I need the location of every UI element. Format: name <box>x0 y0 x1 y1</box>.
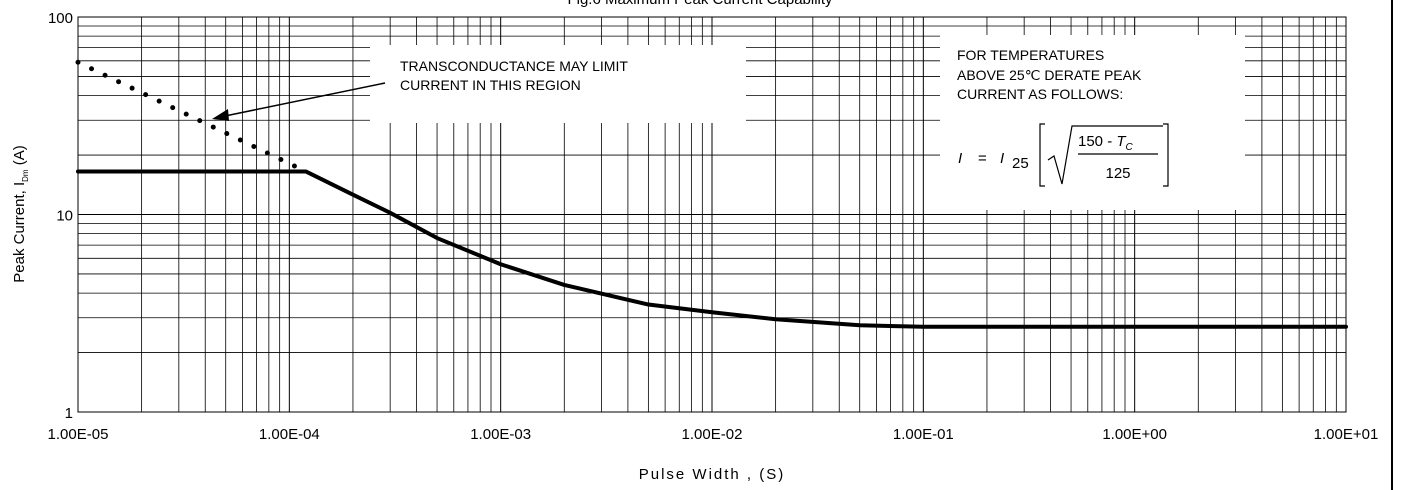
formula-bracket <box>1039 123 1169 187</box>
formula: I = I 25 150 - TC 125 <box>958 123 1169 187</box>
derate-box <box>940 35 1245 210</box>
x-tick-label: 1.00E-02 <box>682 426 743 443</box>
x-tick-label: 1.00E-03 <box>470 426 531 443</box>
annotation-arrow <box>224 82 386 117</box>
x-tick-label: 1.00E+01 <box>1314 426 1379 443</box>
x-tick-label: 1.00E+00 <box>1102 426 1167 443</box>
derate-text: ABOVE 25℃ DERATE PEAK <box>957 67 1142 83</box>
formula-num: 150 - <box>1078 133 1116 150</box>
y-label-unit: (A) <box>11 145 28 169</box>
annotation-text: TRANSCONDUCTANCE MAY LIMIT <box>400 58 628 74</box>
formula-tc-sub: C <box>1126 142 1134 153</box>
formula-text: = <box>978 150 987 167</box>
chart-title: Fig.6 Maximum Peak Current Capability <box>567 0 833 8</box>
y-label-main: Peak Current, I <box>11 182 28 283</box>
derate-text: FOR TEMPERATURES <box>957 47 1104 63</box>
y-axis-label: Peak Current, IDm (A) <box>11 145 30 283</box>
dotted-line <box>75 59 309 175</box>
y-tick-label: 1 <box>65 405 73 422</box>
x-axis-label: Pulse Width , (S) <box>639 466 786 483</box>
x-tick-label: 1.00E-04 <box>259 426 320 443</box>
y-tick-label: 100 <box>48 10 73 27</box>
derate-text: CURRENT AS FOLLOWS: <box>957 86 1123 102</box>
x-tick-label: 1.00E-05 <box>48 426 109 443</box>
formula-text: 25 <box>1012 155 1029 172</box>
formula-tc: T <box>1116 133 1127 150</box>
lines <box>75 59 1348 329</box>
formula-den: 125 <box>1105 165 1130 182</box>
formula-text: I <box>958 150 962 167</box>
formula-text: 150 - TC <box>1078 133 1134 153</box>
arrow-head <box>212 109 229 121</box>
y-label-sub: Dm <box>21 169 30 182</box>
formula-text: I <box>1000 150 1004 167</box>
annotation-text: CURRENT IN THIS REGION <box>400 77 581 93</box>
y-tick-label: 10 <box>56 208 73 225</box>
line <box>76 169 1348 329</box>
ticks: 1.00E-05 1.00E-04 1.00E-03 1.00E-02 1.00E-01… <box>48 10 1379 443</box>
annotation-box <box>370 45 746 123</box>
x-tick-label: 1.00E-01 <box>893 426 954 443</box>
